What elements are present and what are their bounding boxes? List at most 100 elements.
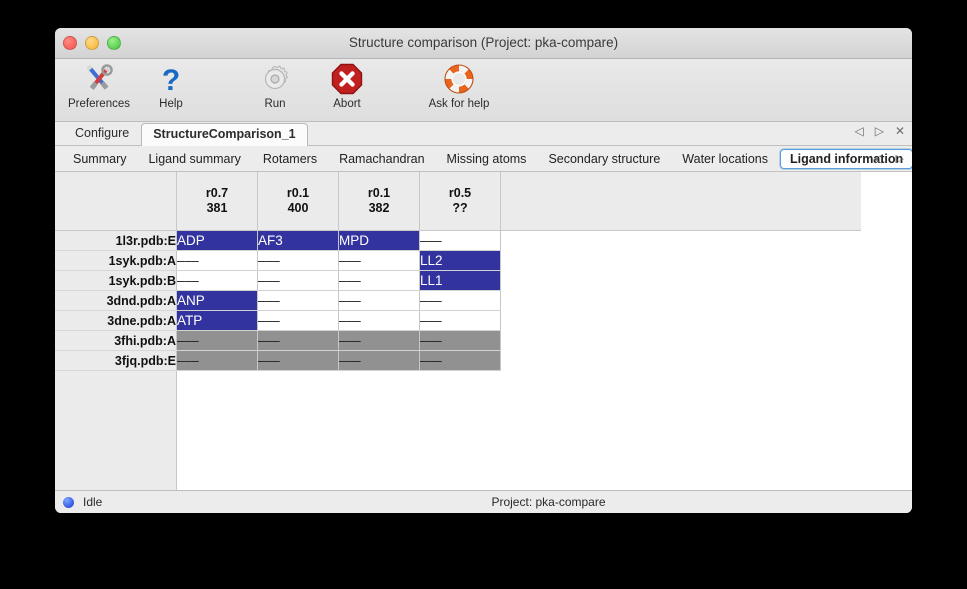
table-row[interactable]: 3fhi.pdb:A ––– ––– ––– ––– [55, 330, 861, 351]
tab-ligand-information[interactable]: Ligand information [779, 148, 912, 169]
cell-3-3[interactable]: ––– [419, 290, 501, 311]
cell-2-0[interactable]: ––– [176, 270, 258, 291]
column-header-1[interactable]: r0.1 400 [257, 172, 339, 231]
table-row[interactable]: 3fjq.pdb:E ––– ––– ––– ––– [55, 350, 861, 371]
column-header-2[interactable]: r0.1 382 [338, 172, 420, 231]
table-row[interactable]: 1l3r.pdb:E ADP AF3 MPD ––– [55, 230, 861, 251]
tab-secondary-structure[interactable]: Secondary structure [548, 151, 661, 166]
cell-1-2[interactable]: ––– [338, 250, 420, 271]
row-header-3[interactable]: 3dnd.pdb:A [55, 290, 177, 311]
cell-6-1[interactable]: ––– [257, 350, 339, 371]
cell-3-1[interactable]: ––– [257, 290, 339, 311]
lifebuoy-icon [411, 62, 507, 96]
app-window: Structure comparison (Project: pka-compa… [55, 28, 912, 513]
tab-missing-atoms[interactable]: Missing atoms [446, 151, 527, 166]
table-row[interactable]: 1syk.pdb:B ––– ––– ––– LL1 [55, 270, 861, 291]
close-button[interactable] [63, 36, 77, 50]
row-header-5[interactable]: 3fhi.pdb:A [55, 330, 177, 351]
cell-0-2[interactable]: MPD [338, 230, 420, 251]
cell-1-1[interactable]: ––– [257, 250, 339, 271]
ask-for-help-button[interactable]: Ask for help [411, 59, 507, 110]
column-header-3-line2: ?? [452, 201, 468, 215]
cell-0-3[interactable]: ––– [419, 230, 501, 251]
cell-4-3[interactable]: ––– [419, 310, 501, 331]
help-button[interactable]: ? Help [135, 59, 207, 110]
column-header-0[interactable]: r0.7 381 [176, 172, 258, 231]
cell-1-0[interactable]: ––– [176, 250, 258, 271]
question-mark-icon: ? [135, 62, 207, 96]
result-tab-controls: ◁ ▷ [873, 152, 904, 165]
cell-4-2[interactable]: ––– [338, 310, 420, 331]
ask-for-help-label: Ask for help [428, 98, 490, 110]
cell-5-1[interactable]: ––– [257, 330, 339, 351]
gear-icon [239, 62, 311, 96]
abort-label: Abort [333, 98, 361, 110]
table-row[interactable]: 3dne.pdb:A ATP ––– ––– ––– [55, 310, 861, 331]
window-titlebar: Structure comparison (Project: pka-compa… [55, 28, 912, 59]
cell-2-1[interactable]: ––– [257, 270, 339, 291]
cell-1-3[interactable]: LL2 [419, 250, 501, 271]
table-row[interactable]: 1syk.pdb:A ––– ––– ––– LL2 [55, 250, 861, 271]
prev-arrow-icon[interactable]: ◁ [854, 124, 864, 138]
cell-5-0[interactable]: ––– [176, 330, 258, 351]
column-header-1-line1: r0.1 [286, 186, 310, 200]
prev-arrow-icon[interactable]: ◁ [873, 153, 882, 165]
cell-6-2[interactable]: ––– [338, 350, 420, 371]
tab-ramachandran[interactable]: Ramachandran [339, 151, 425, 166]
cell-5-2[interactable]: ––– [338, 330, 420, 351]
svg-text:?: ? [162, 64, 180, 95]
preferences-label: Preferences [67, 98, 130, 110]
project-tab-strip: Configure StructureComparison_1 ◁ ▷ ✕ [55, 122, 912, 146]
cell-3-0[interactable]: ANP [176, 290, 258, 311]
ligand-information-table-wrapper: r0.7 381 r0.1 400 r0.1 382 r0.5 ?? [55, 171, 912, 490]
row-header-2[interactable]: 1syk.pdb:B [55, 270, 177, 291]
tab-summary[interactable]: Summary [73, 151, 127, 166]
row-trailing-space [500, 290, 861, 311]
tab-ligand-summary[interactable]: Ligand summary [148, 151, 241, 166]
cell-2-3[interactable]: LL1 [419, 270, 501, 291]
row-trailing-space [500, 310, 861, 331]
tab-water-locations[interactable]: Water locations [682, 151, 768, 166]
cell-5-3[interactable]: ––– [419, 330, 501, 351]
main-toolbar: Preferences ? Help Run [55, 59, 912, 122]
table-corner-cell [55, 172, 177, 231]
cell-4-0[interactable]: ATP [176, 310, 258, 331]
column-header-3-line1: r0.5 [448, 186, 472, 200]
header-filler [500, 172, 861, 231]
cell-0-1[interactable]: AF3 [257, 230, 339, 251]
status-project-label: Project: pka-compare [491, 495, 606, 509]
row-header-0[interactable]: 1l3r.pdb:E [55, 230, 177, 251]
tab-configure[interactable]: Configure [75, 126, 130, 140]
tab-strip-controls: ◁ ▷ ✕ [854, 125, 905, 137]
column-header-3[interactable]: r0.5 ?? [419, 172, 501, 231]
next-arrow-icon[interactable]: ▷ [874, 124, 884, 138]
table-row[interactable]: 3dnd.pdb:A ANP ––– ––– ––– [55, 290, 861, 311]
cell-6-0[interactable]: ––– [176, 350, 258, 371]
cell-3-2[interactable]: ––– [338, 290, 420, 311]
row-trailing-space [500, 350, 861, 371]
result-tab-strip: Summary Ligand summary Rotamers Ramachan… [55, 146, 912, 171]
row-trailing-space [500, 230, 861, 251]
column-header-1-line2: 400 [287, 201, 309, 215]
table-header-row: r0.7 381 r0.1 400 r0.1 382 r0.5 ?? [55, 172, 861, 231]
tab-structurecomparison-1[interactable]: StructureComparison_1 [141, 123, 308, 146]
cell-0-0[interactable]: ADP [176, 230, 258, 251]
status-text: Idle [83, 495, 103, 509]
next-arrow-icon[interactable]: ▷ [895, 153, 904, 165]
cell-4-1[interactable]: ––– [257, 310, 339, 331]
zoom-button[interactable] [107, 36, 121, 50]
cell-2-2[interactable]: ––– [338, 270, 420, 291]
row-trailing-space [500, 330, 861, 351]
tab-rotamers[interactable]: Rotamers [262, 151, 318, 166]
stop-x-icon [311, 62, 383, 96]
row-header-1[interactable]: 1syk.pdb:A [55, 250, 177, 271]
abort-button[interactable]: Abort [311, 59, 383, 110]
cell-6-3[interactable]: ––– [419, 350, 501, 371]
minimize-button[interactable] [85, 36, 99, 50]
row-header-4[interactable]: 3dne.pdb:A [55, 310, 177, 331]
run-button[interactable]: Run [239, 59, 311, 110]
row-header-6[interactable]: 3fjq.pdb:E [55, 350, 177, 371]
preferences-button[interactable]: Preferences [63, 59, 135, 110]
close-icon[interactable]: ✕ [894, 124, 905, 138]
column-header-0-line1: r0.7 [205, 186, 229, 200]
